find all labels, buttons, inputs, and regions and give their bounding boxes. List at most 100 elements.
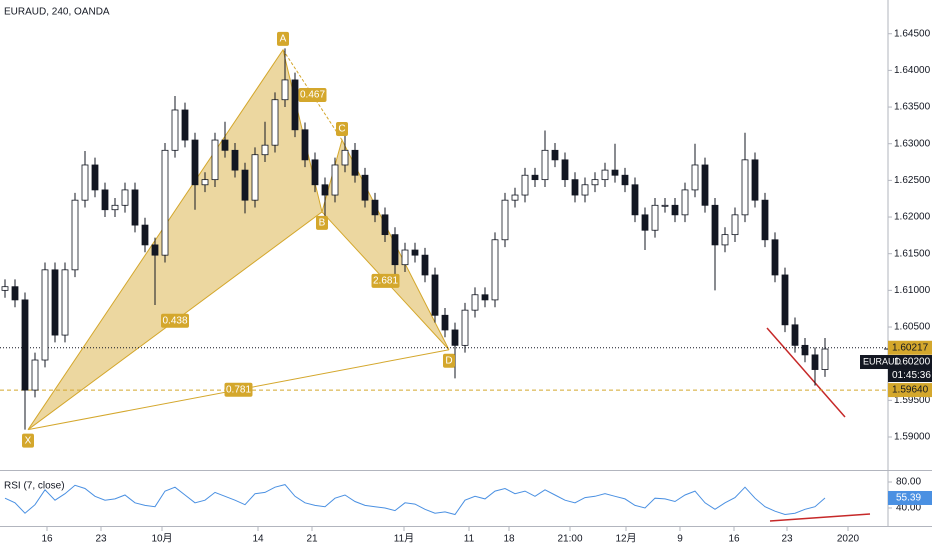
candle-body	[181, 109, 189, 141]
candle-body	[711, 204, 719, 246]
ratio-label: 0.438	[162, 315, 187, 326]
pattern-point-label: C	[338, 124, 345, 135]
pattern-point-label: B	[319, 218, 326, 229]
y-tick-label: 1.64500	[894, 28, 931, 39]
candle-body	[491, 239, 499, 301]
candle-body	[761, 199, 769, 241]
candle-body	[451, 329, 459, 346]
price-line-box	[888, 340, 932, 355]
candle-body	[621, 174, 629, 186]
x-tick-label: 11月	[394, 533, 414, 545]
ratio-label: 2.681	[373, 275, 398, 286]
candle-body	[801, 344, 809, 356]
candle-body	[331, 164, 339, 196]
candle-body	[441, 314, 449, 331]
candle-body	[231, 149, 239, 171]
candle-body	[51, 269, 59, 336]
candle-body	[551, 149, 559, 161]
candle-body	[121, 189, 129, 206]
candle-body	[401, 249, 409, 266]
y-tick-label: 1.63000	[894, 138, 931, 149]
rsi-tick-label: 80.00	[896, 477, 921, 488]
candle-body	[541, 149, 549, 181]
countdown-label: 01:45:36	[892, 370, 931, 381]
x-tick-label: 14	[252, 534, 264, 545]
symbol-label: EURAUD	[863, 356, 902, 366]
x-tick-label: 23	[95, 534, 107, 545]
x-tick-label: 11	[464, 534, 475, 545]
candle-body	[311, 159, 319, 186]
ratio-box	[298, 87, 327, 102]
candle-body	[461, 309, 469, 346]
candle-body	[341, 149, 349, 166]
y-tick-label: 1.61500	[894, 248, 931, 259]
candle-body	[281, 79, 289, 101]
candle-body	[91, 164, 99, 191]
candle-body	[791, 324, 799, 346]
candle-body	[261, 144, 269, 156]
candle-body	[641, 214, 649, 231]
price-line-label: 1.59640	[892, 385, 929, 396]
x-tick-label: 16	[41, 534, 53, 545]
candle-body	[701, 164, 709, 206]
candle-body	[631, 184, 639, 216]
candle-body	[741, 159, 749, 216]
pattern-point-label: D	[445, 355, 452, 366]
pattern-point-box	[336, 122, 348, 137]
last-price-box	[860, 355, 932, 370]
candle-body	[271, 99, 279, 146]
candle-body	[671, 204, 679, 216]
candle-body	[131, 189, 139, 226]
candle-body	[411, 249, 419, 256]
candle-body	[111, 204, 119, 211]
candle-body	[11, 286, 19, 301]
candle-body	[351, 149, 359, 176]
candle-body	[151, 244, 159, 256]
pattern-point-box	[443, 353, 455, 368]
candle-body	[521, 174, 529, 196]
candle-body	[511, 194, 519, 201]
pattern-point-box	[277, 31, 289, 46]
candle-body	[481, 294, 489, 301]
candle-body	[561, 159, 569, 181]
candle-body	[361, 174, 369, 201]
candle-body	[61, 269, 69, 336]
candle-body	[661, 204, 669, 207]
pattern-point-box	[316, 215, 328, 230]
candle-body	[201, 179, 209, 186]
pattern-point-label: X	[25, 435, 32, 446]
ratio-box	[161, 313, 189, 328]
candle-body	[731, 214, 739, 236]
candle-body	[301, 129, 309, 161]
x-tick-label: 21	[306, 534, 318, 545]
candle-body	[471, 294, 479, 311]
candle-body	[171, 109, 179, 151]
y-tick-label: 1.60500	[894, 322, 931, 333]
candle-body	[601, 169, 609, 181]
rsi-value-label: 55.39	[896, 493, 921, 504]
countdown-box	[888, 369, 932, 383]
x-tick-label: 21:00	[557, 534, 582, 545]
pattern-leg	[282, 49, 343, 141]
candle-body	[821, 348, 829, 370]
rsi-line	[4, 484, 826, 516]
candle-body	[211, 139, 219, 181]
ratio-label: 0.781	[226, 384, 251, 395]
candle-body	[751, 159, 759, 201]
candle-body	[591, 179, 599, 186]
y-tick-label: 1.61000	[894, 285, 931, 296]
x-tick-label: 12月	[615, 533, 636, 545]
candle-body	[31, 359, 39, 391]
price-line-box	[888, 383, 932, 398]
candle-body	[371, 199, 379, 216]
y-tick-label: 1.59000	[894, 432, 931, 443]
candle-body	[321, 184, 329, 196]
chart-title: EURAUD, 240, OANDA	[4, 7, 110, 18]
candle-body	[161, 149, 169, 256]
candle-body	[41, 269, 49, 361]
x-tick-label: 2020	[837, 534, 860, 545]
candle-body	[1, 286, 9, 291]
x-tick-label: 23	[781, 534, 793, 545]
candle-body	[581, 184, 589, 196]
candle-body	[421, 254, 429, 276]
